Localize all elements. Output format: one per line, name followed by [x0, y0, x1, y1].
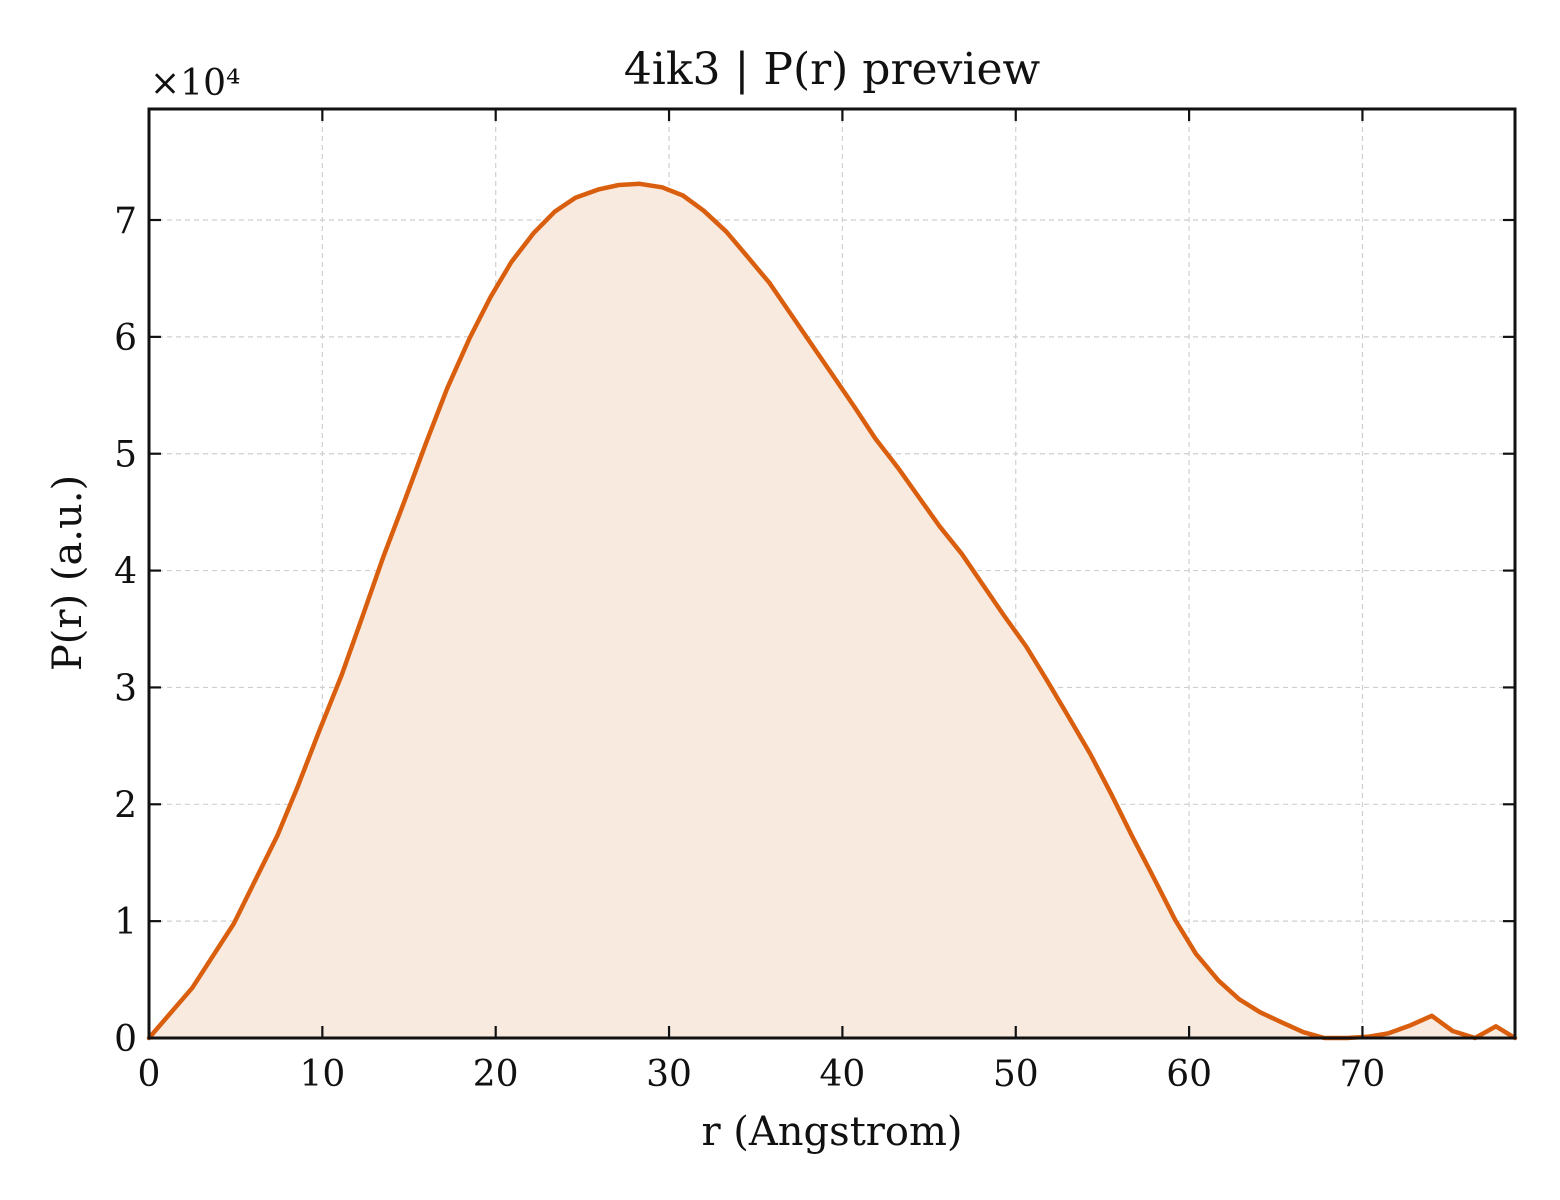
y-tick-label: 6	[114, 318, 137, 359]
x-tick-label: 60	[1166, 1054, 1212, 1095]
x-tick-label: 40	[819, 1054, 865, 1095]
x-axis-label: r (Angstrom)	[701, 1109, 962, 1155]
y-tick-label: 5	[114, 435, 137, 476]
x-tick-label: 70	[1340, 1054, 1386, 1095]
plot-frame	[147, 107, 1517, 1040]
x-tick-label: 20	[473, 1054, 519, 1095]
y-tick-label: 4	[114, 552, 137, 593]
y-multiplier-label: ×10⁴	[150, 63, 240, 104]
y-tick-label: 7	[114, 201, 137, 242]
y-axis-label: P(r) (a.u.)	[45, 475, 91, 671]
y-tick-label: 1	[114, 902, 137, 943]
x-tick-label: 10	[299, 1054, 345, 1095]
chart-title: 4ik3 | P(r) preview	[624, 44, 1041, 95]
x-tick-label: 0	[138, 1054, 161, 1095]
x-tick-label: 30	[646, 1054, 692, 1095]
y-tick-label: 3	[114, 668, 137, 709]
x-tick-label: 50	[993, 1054, 1039, 1095]
y-tick-label: 2	[114, 785, 137, 826]
series-line	[146, 181, 1518, 1041]
y-tick-label: 0	[114, 1019, 137, 1060]
area-fill	[149, 183, 1515, 1039]
axis-ticks: 0 10 20 30 40 50 60 70 0 1 2 3 4 5 6 7	[114, 109, 1515, 1095]
